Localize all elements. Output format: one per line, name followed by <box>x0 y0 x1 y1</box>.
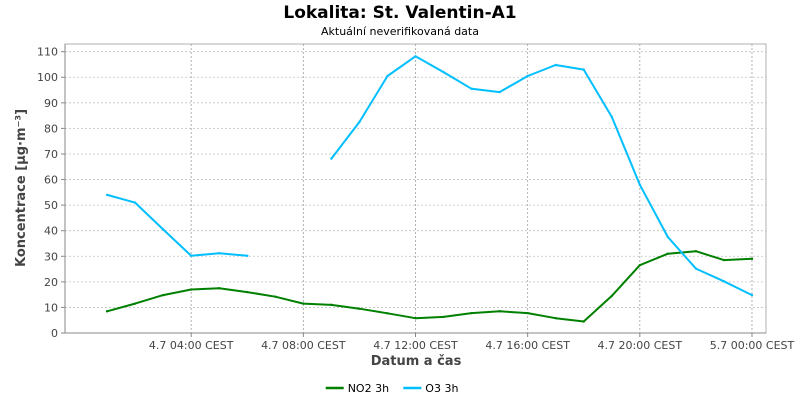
data-point-no2-3h <box>302 302 305 305</box>
y-tick-label: 10 <box>44 301 58 314</box>
axes: 0 10 20 30 40 50 60 70 80 90 100 110 4.7 04:00 CEST 4… <box>37 44 795 352</box>
y-tick-label: 40 <box>44 225 58 238</box>
data-point-o3-3h <box>750 293 754 297</box>
x-tick-label: 4.7 20:00 CEST <box>598 339 683 352</box>
y-tick-label: 60 <box>44 174 58 187</box>
data-point-o3-3h <box>526 74 529 78</box>
data-point-o3-3h <box>610 115 613 119</box>
data-point-o3-3h <box>722 280 726 283</box>
data-point-o3-3h <box>246 254 249 257</box>
data-point-no2-3h <box>722 258 726 262</box>
data-point-o3-3h <box>330 157 333 160</box>
data-point-no2-3h <box>694 249 698 253</box>
y-tick-label: 110 <box>37 46 58 59</box>
data-point-no2-3h <box>638 264 642 267</box>
data-point-o3-3h <box>218 252 221 255</box>
data-point-o3-3h <box>694 267 698 270</box>
y-tick-label: 50 <box>44 199 58 212</box>
data-point-no2-3h <box>330 303 333 307</box>
chart-subtitle: Aktuální neverifikovaná data <box>321 25 479 38</box>
data-point-o3-3h <box>638 183 642 186</box>
y-tick-label: 0 <box>51 327 58 340</box>
data-point-no2-3h <box>470 311 473 315</box>
data-point-no2-3h <box>358 307 361 310</box>
grid <box>65 44 766 333</box>
data-point-no2-3h <box>133 302 137 305</box>
y-tick-label: 90 <box>44 97 58 110</box>
data-point-no2-3h <box>610 294 613 298</box>
data-point-no2-3h <box>189 288 193 291</box>
legend-label: O3 3h <box>425 382 458 395</box>
data-point-o3-3h <box>470 87 473 90</box>
chart-title: Lokalita: St. Valentin-A1 <box>283 3 516 23</box>
y-tick-label: 30 <box>44 250 58 263</box>
data-point-no2-3h <box>246 290 249 294</box>
data-point-o3-3h <box>666 235 670 239</box>
data-point-no2-3h <box>161 293 165 297</box>
x-tick-label: 4.7 08:00 CEST <box>261 339 346 352</box>
y-tick-label: 80 <box>44 122 58 135</box>
data-point-no2-3h <box>274 295 277 298</box>
y-tick-label: 20 <box>44 276 58 289</box>
series-line-no2-3h <box>106 250 753 323</box>
data-point-o3-3h <box>554 63 557 67</box>
data-point-o3-3h <box>161 228 165 231</box>
x-tick-label: 4.7 16:00 CEST <box>485 339 570 352</box>
data-point-no2-3h <box>582 320 585 323</box>
data-point-no2-3h <box>105 310 109 313</box>
data-point-o3-3h <box>133 201 137 204</box>
data-point-o3-3h <box>414 55 417 58</box>
legend: NO2 3h O3 3h <box>325 382 458 395</box>
x-tick-label: 5.7 00:00 CEST <box>710 339 795 352</box>
data-point-o3-3h <box>498 90 501 94</box>
data-point-no2-3h <box>442 315 445 319</box>
data-point-no2-3h <box>414 316 417 320</box>
data-point-no2-3h <box>386 312 389 315</box>
data-point-no2-3h <box>554 316 557 320</box>
x-axis-label: Datum a čas <box>371 354 462 369</box>
data-point-no2-3h <box>218 287 221 290</box>
series-line-o3-3h <box>330 55 753 297</box>
legend-label: NO2 3h <box>348 382 389 395</box>
series-lines <box>105 55 754 323</box>
data-point-o3-3h <box>582 68 585 71</box>
x-tick-label: 4.7 04:00 CEST <box>149 339 234 352</box>
data-point-o3-3h <box>189 254 193 257</box>
y-tick-label: 100 <box>37 71 58 84</box>
data-point-no2-3h <box>498 310 501 313</box>
y-axis-label: Koncentrace [µg·m⁻³] <box>14 109 29 267</box>
data-point-no2-3h <box>526 311 529 315</box>
data-point-o3-3h <box>358 120 361 124</box>
y-tick-label: 70 <box>44 148 58 161</box>
data-point-no2-3h <box>750 257 754 261</box>
data-point-no2-3h <box>666 252 670 255</box>
data-point-o3-3h <box>442 70 445 74</box>
series-line-o3-3h <box>106 193 249 257</box>
x-tick-label: 4.7 12:00 CEST <box>373 339 458 352</box>
data-point-o3-3h <box>105 193 109 197</box>
data-point-o3-3h <box>386 74 389 78</box>
